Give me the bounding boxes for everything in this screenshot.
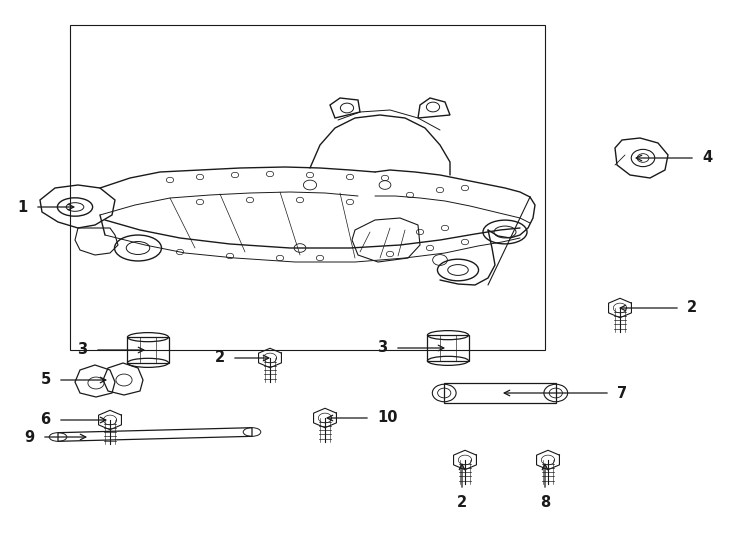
- Text: 3: 3: [377, 341, 388, 355]
- Text: 10: 10: [377, 410, 398, 426]
- Text: 7: 7: [617, 386, 628, 401]
- Text: 9: 9: [24, 429, 34, 444]
- Text: 2: 2: [214, 350, 225, 366]
- Text: 1: 1: [18, 199, 28, 214]
- Text: 2: 2: [687, 300, 697, 315]
- Text: 4: 4: [702, 151, 713, 165]
- Text: 6: 6: [40, 413, 51, 428]
- Text: 5: 5: [40, 373, 51, 388]
- Text: 3: 3: [78, 342, 87, 357]
- Text: 8: 8: [540, 495, 550, 510]
- Text: 2: 2: [457, 495, 467, 510]
